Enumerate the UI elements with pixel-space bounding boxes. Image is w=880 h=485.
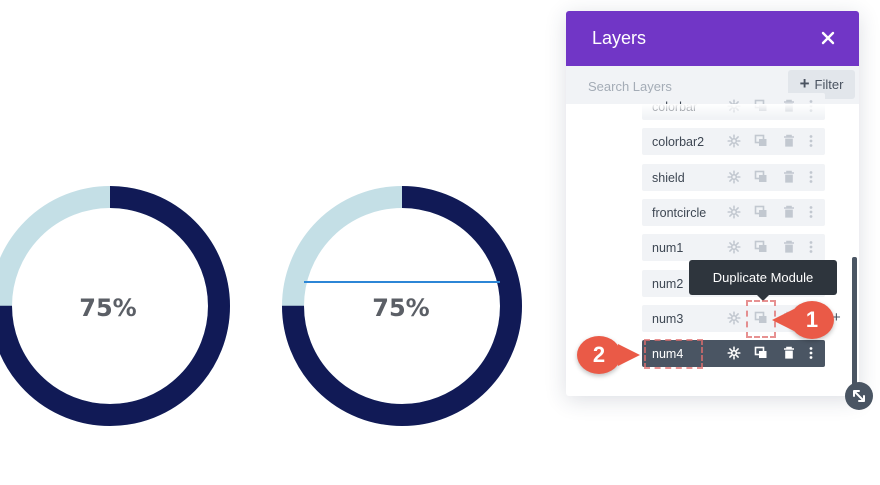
ring-fill <box>0 186 230 426</box>
layer-label: colorbar2 <box>652 135 705 150</box>
gear-icon[interactable] <box>727 169 741 184</box>
list-fade <box>566 104 859 118</box>
gear-icon[interactable] <box>727 134 741 148</box>
trash-icon[interactable] <box>782 170 796 184</box>
trash-icon[interactable] <box>782 346 796 360</box>
more-icon[interactable] <box>804 346 818 360</box>
close-button[interactable] <box>815 25 841 51</box>
resize-handle[interactable] <box>845 382 873 410</box>
gear-icon[interactable] <box>727 346 741 360</box>
layer-item-frontcircle[interactable]: frontcircle <box>642 198 825 226</box>
duplicate-icon[interactable] <box>754 134 768 148</box>
search-input[interactable] <box>586 75 780 97</box>
layer-label: num2 <box>652 276 684 291</box>
progress-ring-2-label: 75% <box>372 294 430 322</box>
filter-label: Filter <box>814 77 844 92</box>
layers-panel-header: Layers <box>566 11 859 66</box>
scrollbar[interactable] <box>852 257 857 397</box>
add-module-icon[interactable]: + <box>832 309 841 326</box>
layer-label: shield <box>652 170 685 185</box>
duplicate-icon[interactable] <box>754 311 768 325</box>
layer-item-num1[interactable]: num1 <box>642 234 825 262</box>
highlight-num4 <box>644 339 703 369</box>
gear-icon[interactable] <box>727 205 741 219</box>
badge-1-pointer <box>772 309 794 331</box>
more-icon[interactable] <box>804 240 818 254</box>
gear-icon[interactable] <box>727 240 741 254</box>
duplicate-icon[interactable] <box>754 170 768 184</box>
annotation-badge-1: 1 <box>790 301 834 339</box>
progress-ring-1-label: 75% <box>79 294 137 322</box>
trash-icon[interactable] <box>782 205 796 219</box>
badge-number: 1 <box>805 307 819 332</box>
layer-item-shield[interactable]: shield <box>642 163 825 191</box>
trash-icon[interactable] <box>782 134 796 148</box>
layer-label: num3 <box>652 311 684 326</box>
layer-label: num1 <box>652 241 684 256</box>
progress-ring-2 <box>282 186 522 426</box>
close-icon <box>821 31 835 45</box>
tooltip: Duplicate Module <box>689 260 837 295</box>
more-icon[interactable] <box>804 170 818 184</box>
resize-icon <box>853 390 865 402</box>
duplicate-icon[interactable] <box>754 346 768 360</box>
ring-fill <box>282 186 522 426</box>
gear-icon[interactable] <box>727 311 741 325</box>
layer-item-num4[interactable]: num4 <box>642 340 825 368</box>
duplicate-icon[interactable] <box>754 205 768 219</box>
layer-item-colorbar2[interactable]: colorbar2 <box>642 128 825 156</box>
layer-label: num4 <box>652 347 684 362</box>
annotation-badge-2: 2 <box>577 336 621 374</box>
layer-label: frontcircle <box>652 205 707 220</box>
panel-title: Layers <box>592 28 647 48</box>
progress-ring-1 <box>0 186 230 426</box>
tooltip-arrow <box>756 294 770 301</box>
badge-number: 2 <box>592 342 606 367</box>
more-icon[interactable] <box>804 205 818 219</box>
duplicate-icon[interactable] <box>754 240 768 254</box>
trash-icon[interactable] <box>782 240 796 254</box>
more-icon[interactable] <box>804 134 818 148</box>
plus-icon: + <box>799 73 810 93</box>
badge-2-pointer <box>618 344 640 366</box>
